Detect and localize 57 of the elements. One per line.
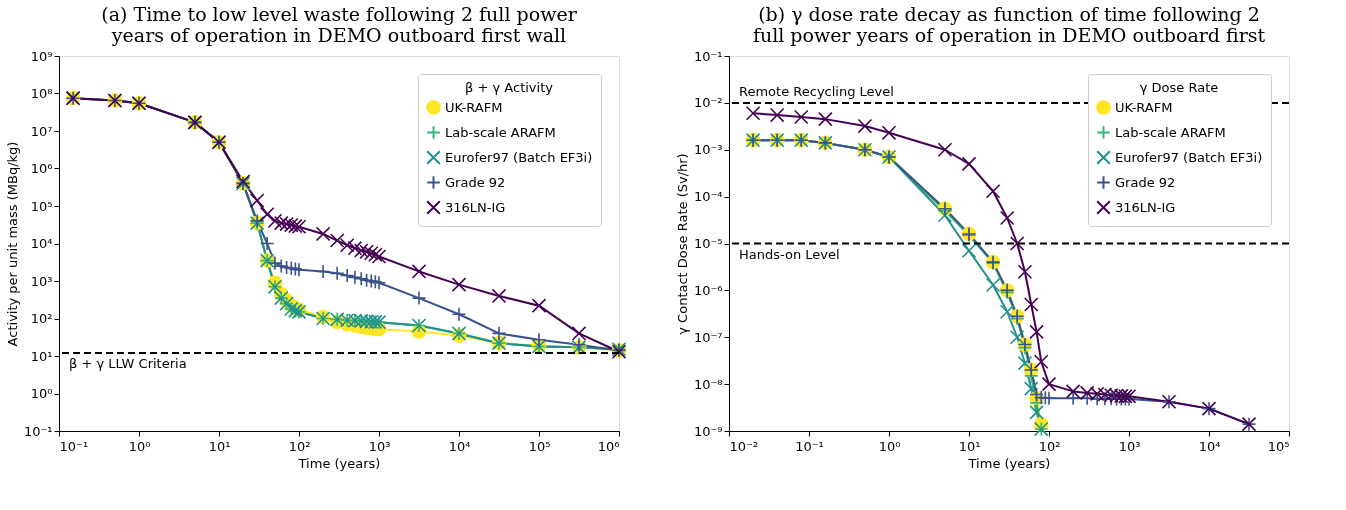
legend-label: 316LN-IG <box>1115 199 1176 215</box>
legend-label: Lab-scale ARAFM <box>1115 124 1226 140</box>
legend-label: Lab-scale ARAFM <box>445 124 556 140</box>
x-axis-title: Time (years) <box>297 455 381 471</box>
x-tick-label: 10¹ <box>958 438 981 454</box>
x-tick-label: 10⁴ <box>448 438 471 454</box>
y-tick-label: 10⁻⁸ <box>693 376 723 392</box>
y-tick-label: 10⁻¹ <box>23 423 53 439</box>
y-tick-label: 10⁶ <box>30 161 53 176</box>
x-tick-label: 10⁴ <box>1198 438 1221 454</box>
y-tick-label: 10² <box>30 311 53 326</box>
x-tick-label: 10² <box>288 438 311 454</box>
y-tick-label: 10⁻¹ <box>693 48 723 64</box>
x-tick-label: 10² <box>1038 438 1061 454</box>
x-tick-label: 10⁶ <box>597 438 620 454</box>
y-tick-label: 10⁻⁹ <box>693 423 723 439</box>
legend-label: Eurofer97 (Batch EF3i) <box>445 149 593 165</box>
y-tick-label: 10⁷ <box>30 123 53 139</box>
y-axis-title: γ Contact Dose Rate (Sv/hr) <box>674 153 690 335</box>
x-tick-label: 10³ <box>1118 438 1141 454</box>
legend-title: β + γ Activity <box>465 80 554 95</box>
x-tick-label: 10³ <box>368 438 391 454</box>
chart-title: (a) Time to low level waste following 2 full power years of operation in DEMO outboard first wall <box>101 3 578 46</box>
legend-title: γ Dose Rate <box>1139 80 1219 95</box>
chart-title: (b) γ dose rate decay as function of time following 2 full power years of operation in DEMO outboard first <box>752 3 1266 46</box>
legend-label: Eurofer97 (Batch EF3i) <box>1115 149 1263 165</box>
legend-label: Grade 92 <box>445 174 506 190</box>
x-tick-label: 10⁻¹ <box>795 438 824 454</box>
x-tick-label: 10⁵ <box>1267 438 1290 454</box>
ref-line-label: Hands-on Level <box>739 246 840 262</box>
y-tick-label: 10⁻⁵ <box>693 236 723 251</box>
y-tick-label: 10⁵ <box>30 198 53 214</box>
y-tick-label: 10³ <box>30 273 53 289</box>
y-tick-label: 10⁻³ <box>693 142 723 158</box>
x-tick-label: 10¹ <box>208 438 231 454</box>
y-tick-label: 10⁻² <box>693 95 723 111</box>
y-tick-label: 10⁻⁴ <box>693 189 723 205</box>
ref-line-label: Remote Recycling Level <box>739 83 894 99</box>
legend-label: UK-RAFM <box>445 99 503 115</box>
y-axis-title: Activity per unit mass (MBq/kg) <box>4 141 20 347</box>
legend-label: 316LN-IG <box>445 199 506 215</box>
y-tick-label: 10⁰ <box>30 386 53 401</box>
x-tick-label: 10⁰ <box>878 438 901 454</box>
x-axis-title: Time (years) <box>967 455 1051 471</box>
x-tick-label: 10⁰ <box>128 438 151 454</box>
y-tick-label: 10⁻⁷ <box>693 329 723 345</box>
ref-line-label: β + γ LLW Criteria <box>69 356 187 372</box>
legend-label: UK-RAFM <box>1115 99 1173 115</box>
x-tick-label: 10⁻² <box>729 438 759 454</box>
y-tick-label: 10⁸ <box>30 86 53 101</box>
y-tick-label: 10⁴ <box>30 236 53 251</box>
x-tick-label: 10⁵ <box>528 438 551 454</box>
y-tick-label: 10⁹ <box>30 48 53 64</box>
legend-label: Grade 92 <box>1115 174 1176 190</box>
y-tick-label: 10¹ <box>30 348 53 364</box>
x-tick-label: 10⁻¹ <box>59 438 89 454</box>
y-tick-label: 10⁻⁶ <box>693 282 723 298</box>
